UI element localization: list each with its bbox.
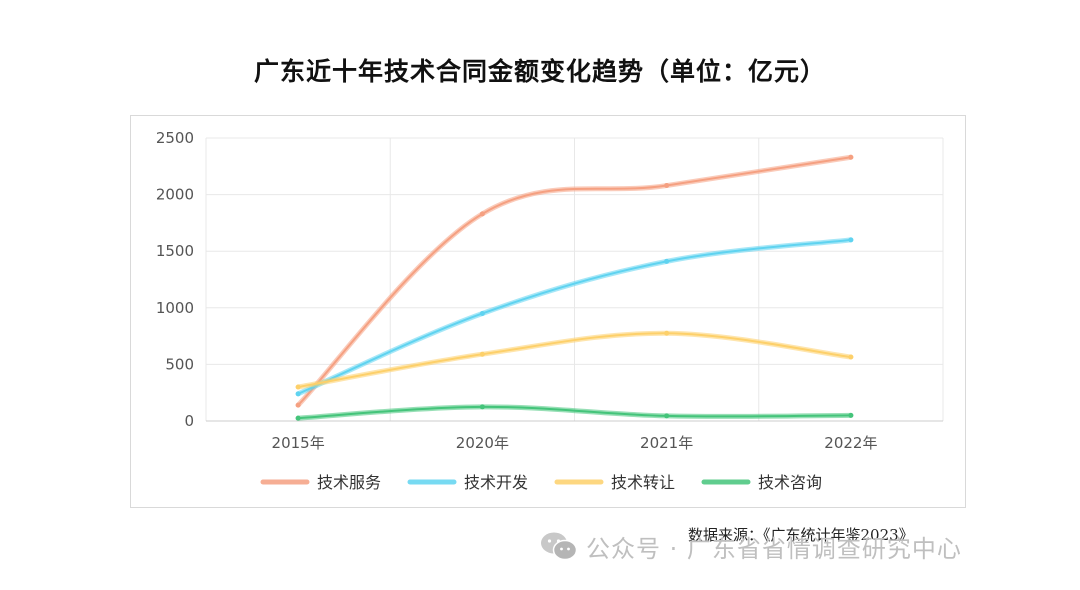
data-point: [479, 351, 485, 357]
data-point: [848, 412, 854, 418]
series-line: [297, 238, 852, 395]
y-tick-label: 2000: [156, 186, 194, 204]
data-point: [664, 183, 670, 189]
legend-label: 技术咨询: [758, 473, 822, 492]
data-point: [848, 154, 854, 160]
y-tick-label: 500: [165, 355, 194, 373]
watermark-text: 公众号 · 广东省省情调查研究中心: [586, 534, 962, 563]
watermark: 公众号 · 广东省省情调查研究中心: [540, 530, 962, 563]
source-note: 数据来源：《广东统计年鉴2023》: [688, 526, 914, 544]
x-tick-label: 2022年: [824, 434, 877, 452]
data-point: [295, 415, 301, 421]
chart-frame: 0 500 1000 1500 2000 2500 2015年 2020年 2021年 2022年…: [130, 115, 966, 508]
series-line: [297, 332, 852, 389]
legend-label: 技术开发: [464, 473, 528, 492]
x-tick-label: 2020年: [456, 434, 509, 452]
data-point: [664, 258, 670, 264]
legend-label: 技术服务: [317, 473, 381, 492]
data-point: [479, 310, 485, 316]
data-point: [295, 384, 301, 390]
data-point: [295, 402, 301, 408]
data-point: [479, 404, 485, 410]
data-point: [295, 391, 301, 397]
data-point: [848, 354, 854, 360]
data-point: [848, 237, 854, 243]
data-point: [664, 413, 670, 419]
y-tick-label: 0: [184, 412, 194, 430]
legend-label: 技术转让: [611, 473, 675, 492]
y-tick-label: 2500: [156, 129, 194, 147]
data-point: [664, 330, 670, 336]
data-point: [479, 211, 485, 217]
y-tick-label: 1000: [156, 299, 194, 317]
x-tick-label: 2015年: [272, 434, 325, 452]
x-tick-label: 2021年: [640, 434, 693, 452]
series-line: [297, 405, 852, 420]
series-line: [297, 156, 852, 407]
y-tick-label: 1500: [156, 242, 194, 260]
wechat-icon: [540, 531, 578, 561]
line-chart: 0 500 1000 1500 2000 2500 2015年 2020年 2021年 2022年…: [156, 129, 944, 492]
chart-title: 广东近十年技术合同金额变化趋势（单位：亿元）: [253, 57, 826, 86]
